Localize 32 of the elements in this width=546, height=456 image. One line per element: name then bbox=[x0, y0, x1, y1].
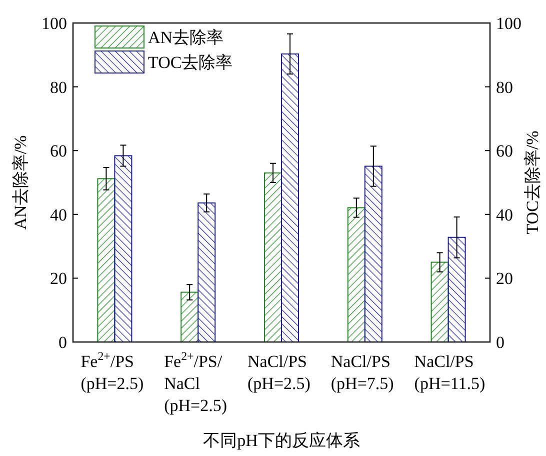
y-tick-label: 20 bbox=[50, 269, 67, 288]
y-tick-label: 0 bbox=[58, 333, 67, 352]
y-axis-title: AN去除率/% bbox=[11, 135, 30, 230]
bar bbox=[114, 155, 132, 342]
y2-tick-label: 40 bbox=[496, 205, 513, 224]
y-tick-label: 60 bbox=[50, 142, 67, 161]
y-tick-label: 100 bbox=[42, 14, 67, 33]
bar bbox=[347, 207, 366, 342]
y2-tick-label: 60 bbox=[496, 142, 513, 161]
x-axis-title: 不同pH下的反应体系 bbox=[203, 431, 360, 450]
x-tick-label: NaCl/PS (pH=7.5) bbox=[330, 352, 394, 393]
x-tick-label: Fe$^{2+}$/PS (pH=2.5) bbox=[80, 349, 144, 393]
bar bbox=[448, 236, 466, 342]
y2-tick-label: 80 bbox=[496, 78, 513, 97]
y2-tick-label: 0 bbox=[496, 333, 504, 352]
x-tick-label: NaCl/PS (pH=11.5) bbox=[414, 352, 486, 393]
bar bbox=[180, 292, 199, 342]
y-tick-label: 80 bbox=[50, 78, 67, 97]
bar bbox=[264, 172, 282, 342]
x-tick-label: Fe$^{2+}$/PS/ NaCl (pH=2.5) bbox=[164, 349, 228, 415]
bar bbox=[430, 262, 449, 342]
bar bbox=[281, 53, 299, 342]
bar bbox=[364, 166, 382, 342]
y-tick-label: 40 bbox=[50, 205, 67, 224]
legend-label: TOC去除率 bbox=[148, 53, 233, 72]
bar bbox=[198, 202, 216, 342]
y2-axis-title: TOC去除率/% bbox=[523, 130, 542, 234]
bar bbox=[97, 178, 116, 342]
x-tick-label: NaCl/PS (pH=2.5) bbox=[248, 352, 310, 393]
legend-label: AN去除率 bbox=[148, 28, 224, 47]
y2-tick-label: 100 bbox=[496, 14, 522, 33]
y2-tick-label: 20 bbox=[496, 269, 513, 288]
